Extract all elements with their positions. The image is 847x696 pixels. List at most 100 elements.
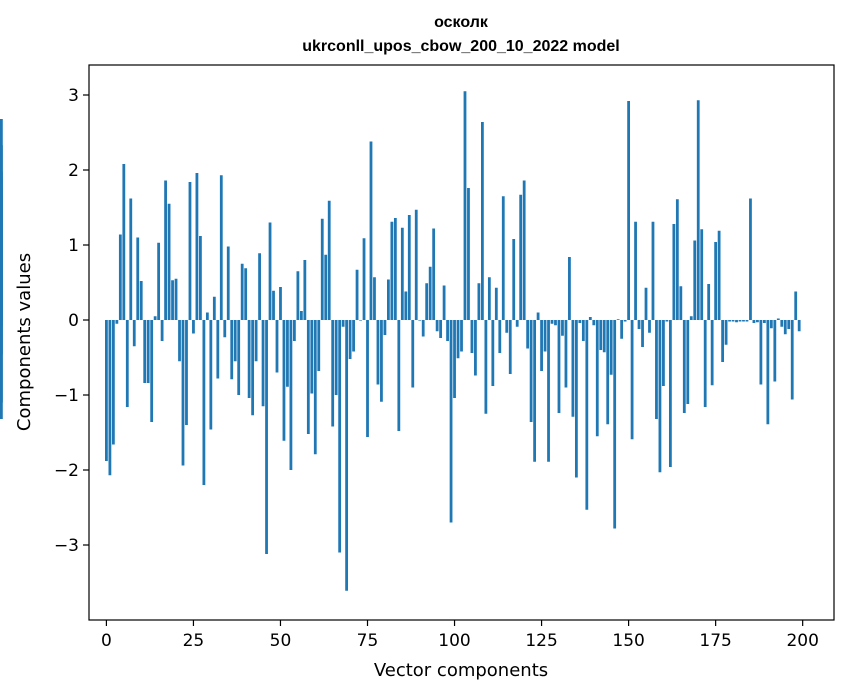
bar-25: [192, 320, 195, 334]
bar-21: [178, 320, 181, 362]
x-tick-label: 0: [101, 631, 112, 651]
bar-170: [696, 100, 700, 320]
bar-138: [585, 320, 589, 510]
bar-160: [662, 320, 665, 386]
bar-116: [508, 320, 512, 374]
bar-178: [724, 320, 728, 345]
bar-30: [209, 320, 213, 430]
y-tick-label: 1: [68, 236, 79, 256]
bar-32: [216, 320, 220, 379]
bar-24: [188, 182, 192, 320]
x-tick-label: 25: [183, 631, 205, 651]
bar-26: [195, 173, 199, 320]
bar-16: [160, 320, 164, 341]
chart-subtitle: ukrconll_upos_cbow_200_10_2022 model: [302, 38, 619, 55]
bar-69: [345, 320, 349, 591]
y-tick-label: 3: [68, 86, 79, 106]
bar-47: [268, 222, 272, 320]
bar-167: [686, 320, 690, 404]
plot-frame: [88, 64, 835, 621]
bar-111: [491, 320, 495, 386]
bar-130: [557, 320, 561, 413]
bar-132: [564, 320, 568, 388]
bar-43: [254, 320, 258, 362]
bar-106: [474, 320, 477, 376]
bar-182: [738, 320, 742, 322]
bar-73: [359, 320, 362, 321]
bar-162: [668, 320, 672, 467]
bar-undefined: [0, 320, 3, 403]
bar-85: [400, 227, 404, 320]
bar-183: [742, 320, 745, 322]
bar-89: [414, 209, 418, 320]
bar-61: [317, 320, 321, 371]
bar-129: [554, 320, 557, 326]
bar-122: [529, 320, 533, 422]
bar-10: [139, 281, 143, 320]
bar-193: [776, 318, 780, 320]
bar-192: [773, 320, 777, 382]
x-axis-ticks: 0 25 50 75 100 125 150 175 200: [101, 620, 819, 651]
bar-171: [700, 229, 704, 320]
bar-123: [533, 320, 536, 462]
bar-11: [143, 320, 147, 383]
bar-186: [752, 320, 756, 323]
bar-37: [233, 320, 237, 362]
bar-187: [756, 320, 759, 323]
bar-196: [787, 320, 791, 329]
bar-179: [728, 320, 731, 322]
bar-155: [644, 287, 648, 320]
bar-147: [616, 319, 620, 320]
bar-166: [682, 320, 686, 413]
bar-161: [665, 320, 669, 322]
bar-75: [366, 320, 369, 437]
bar-124: [536, 312, 540, 320]
bar-175: [714, 242, 718, 320]
bar-27: [199, 236, 202, 320]
bar-107: [477, 283, 481, 320]
bar-181: [735, 320, 738, 323]
bar-71: [352, 320, 355, 352]
bar-52: [286, 320, 289, 387]
bar-195: [783, 320, 787, 335]
bar-109: [484, 320, 488, 414]
bar-103: [463, 91, 467, 320]
bar-135: [574, 320, 578, 478]
bar-8: [132, 320, 136, 347]
bar-191: [769, 320, 773, 329]
bar-119: [519, 194, 523, 320]
bar-146: [613, 320, 617, 529]
bar-99: [449, 320, 453, 523]
bar-56: [299, 311, 303, 320]
bar-undefined: [0, 171, 3, 320]
bar-134: [571, 320, 575, 417]
bar-94: [432, 228, 436, 320]
x-tick-label: 100: [438, 631, 470, 651]
bar-65: [331, 320, 335, 427]
bar-100: [453, 320, 456, 398]
bar-68: [341, 320, 345, 327]
bar-102: [460, 320, 463, 352]
bar-82: [390, 221, 394, 320]
bar-154: [641, 320, 644, 347]
bar-91: [421, 320, 425, 337]
bar-98: [446, 320, 449, 341]
chart-title: осколк: [434, 14, 489, 31]
bar-159: [658, 320, 662, 473]
bar-117: [512, 239, 516, 320]
bar-115: [505, 320, 509, 333]
bar-95: [435, 320, 439, 332]
bar-33: [219, 175, 223, 320]
bar-176: [717, 230, 721, 320]
bar-57: [303, 260, 307, 320]
y-axis-label: Components values: [14, 253, 35, 431]
bar-148: [620, 320, 624, 339]
bar-23: [185, 320, 188, 425]
bar-60: [313, 320, 317, 455]
x-tick-label: 200: [786, 631, 818, 651]
bar-158: [655, 320, 658, 419]
bar-184: [745, 320, 749, 322]
bars-group: [0, 91, 801, 591]
bar-34: [223, 320, 227, 338]
